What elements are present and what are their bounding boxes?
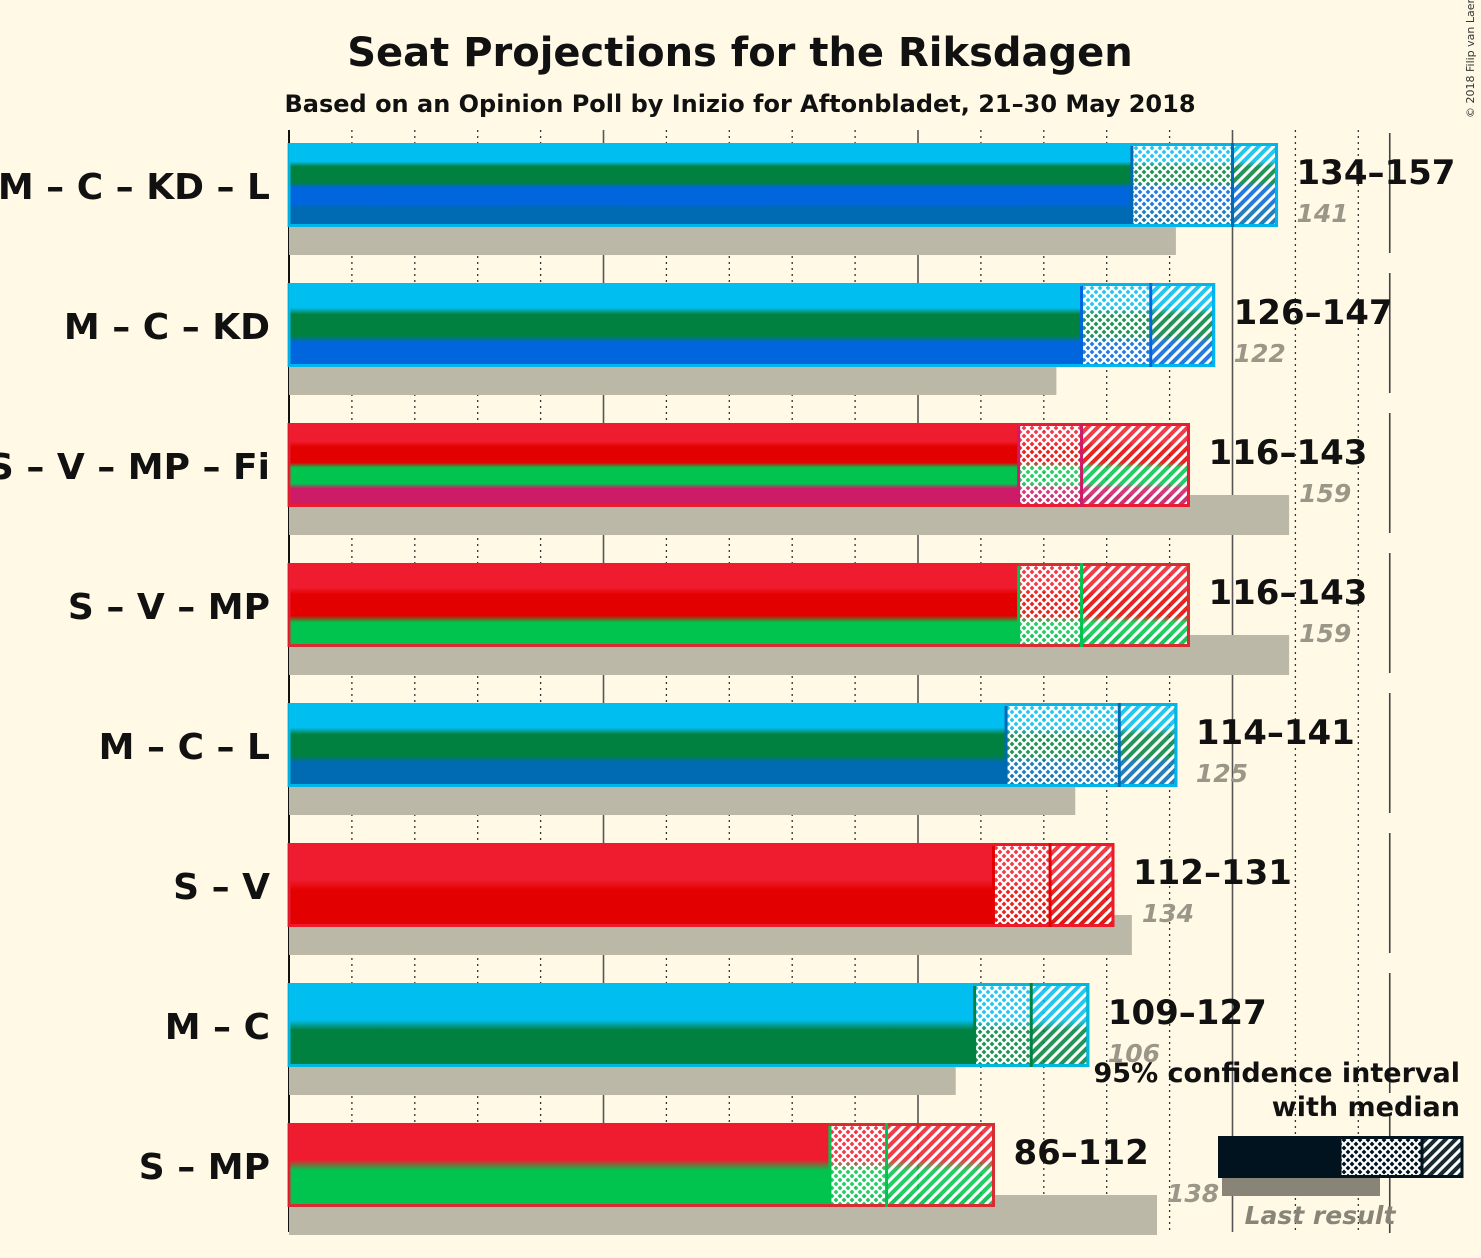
projection-bar — [289, 563, 1019, 647]
bar-row: M – C – KD 126–147 122 — [64, 273, 1393, 395]
ci-lower-hatch — [1018, 423, 1082, 507]
ci-range-label: 134–157 — [1297, 153, 1456, 193]
ci-lower-hatch — [829, 1123, 887, 1207]
category-label: M – C – KD — [64, 307, 270, 348]
last-result-label: 141 — [1297, 199, 1349, 228]
bar-outline — [287, 703, 1178, 787]
last-result-label: 106 — [1108, 1039, 1160, 1068]
ci-lower-hatch — [1018, 563, 1082, 647]
bar-row: S – MP 86–112 138 — [139, 1113, 1391, 1235]
ci-upper-hatch — [1232, 143, 1277, 227]
last-result-label: 125 — [1196, 759, 1248, 788]
category-label: S – V — [173, 867, 270, 908]
bar-outline — [287, 423, 1190, 507]
bar-row: S – V – MP – Fi 116–143 159 — [0, 413, 1391, 535]
ci-range-label: 114–141 — [1196, 713, 1355, 753]
category-label: S – V – MP – Fi — [0, 447, 270, 488]
ci-range-label: 116–143 — [1208, 433, 1367, 473]
legend-line-1: 95% confidence interval — [1094, 1058, 1460, 1089]
category-label: S – MP — [139, 1147, 270, 1188]
projection-bar — [289, 423, 1019, 507]
ci-lower-hatch — [993, 843, 1051, 927]
projection-bar — [289, 843, 994, 927]
ci-upper-hatch — [1081, 563, 1189, 647]
legend-last-result-label: Last result — [1245, 1201, 1397, 1230]
bar-row: M – C 109–127 106 — [165, 973, 1391, 1095]
ci-upper-hatch — [1081, 423, 1189, 507]
bar-rows: M – C – KD – L 134–157 141 M – C – KD 126–14… — [0, 130, 1455, 1235]
ci-range-label: 86–112 — [1013, 1133, 1148, 1173]
legend-line-2: with median — [1272, 1092, 1460, 1123]
ci-lower-hatch — [1006, 703, 1120, 787]
ci-upper-hatch — [1031, 983, 1088, 1067]
category-label: M – C — [165, 1007, 270, 1048]
category-label: S – V – MP — [68, 587, 270, 628]
chart-title: Seat Projections for the Riksdagen — [347, 30, 1133, 76]
category-label: M – C – L — [99, 727, 270, 768]
bar-outline — [287, 563, 1190, 647]
ci-upper-hatch — [1050, 843, 1113, 927]
ci-lower-hatch — [1081, 283, 1151, 367]
ci-upper-hatch — [1150, 283, 1214, 367]
ci-upper-hatch — [1119, 703, 1176, 787]
last-result-label: 159 — [1299, 619, 1351, 648]
ci-lower-hatch — [1131, 143, 1233, 227]
bar-row: M – C – L 114–141 125 — [99, 693, 1391, 815]
ci-lower-hatch — [974, 983, 1032, 1067]
legend-crosshatch-swatch — [1340, 1136, 1422, 1178]
projection-bar — [289, 283, 1082, 367]
last-result-label: 159 — [1299, 479, 1351, 508]
ci-range-label: 116–143 — [1208, 573, 1367, 613]
bar-row: M – C – KD – L 134–157 141 — [0, 133, 1455, 255]
ci-range-label: 112–131 — [1133, 853, 1292, 893]
last-result-label: 122 — [1234, 339, 1286, 368]
projection-bar — [289, 703, 1007, 787]
bar-outline — [287, 983, 1090, 1067]
projection-bar — [289, 983, 975, 1067]
chart-subtitle: Based on an Opinion Poll by Inizio for A… — [284, 90, 1195, 118]
ci-range-label: 109–127 — [1108, 993, 1267, 1033]
ci-upper-hatch — [886, 1123, 994, 1207]
last-result-label: 138 — [1167, 1179, 1219, 1208]
bar-row: S – V 112–131 134 — [173, 833, 1391, 955]
legend-ci-outline — [1338, 1136, 1464, 1178]
projection-bar — [289, 1123, 830, 1207]
ci-range-label: 126–147 — [1234, 293, 1393, 333]
bar-outline — [287, 283, 1216, 367]
category-label: M – C – KD – L — [0, 167, 270, 208]
bar-outline — [287, 1123, 995, 1207]
copyright-note: © 2018 Filip van Laenen — [1464, 0, 1477, 118]
last-result-label: 134 — [1142, 899, 1194, 928]
projection-bar — [289, 143, 1132, 227]
legend-diagonal-swatch — [1422, 1136, 1462, 1178]
bar-outline — [287, 843, 1115, 927]
bar-row: S – V – MP 116–143 159 — [68, 553, 1391, 675]
bar-outline — [287, 143, 1279, 227]
